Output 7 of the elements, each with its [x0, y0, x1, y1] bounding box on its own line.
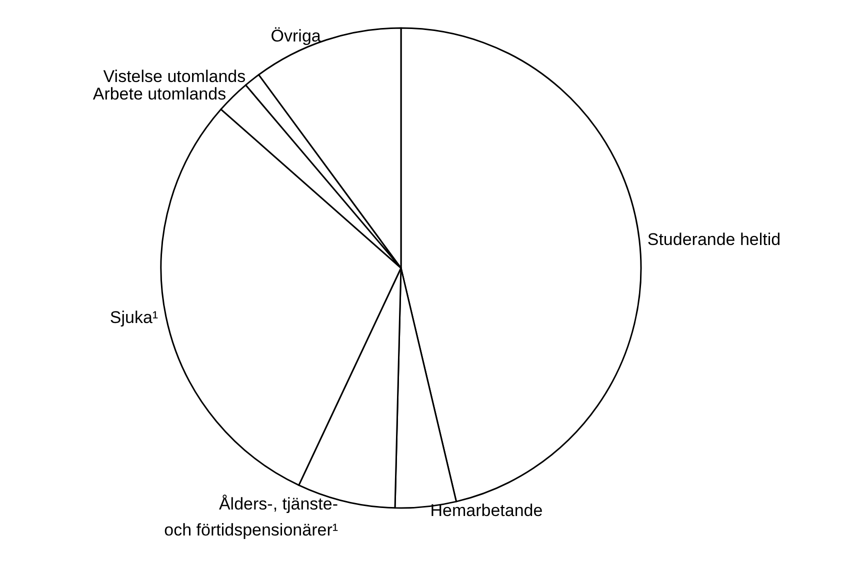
slice-label: Sjuka¹: [110, 308, 158, 327]
slice-label: Studerande heltid: [647, 230, 781, 250]
slice-label: Övriga: [270, 26, 322, 46]
slice-label: Vistelse utomlands: [103, 67, 246, 86]
slice-label: Hemarbetande: [430, 501, 543, 520]
slice-label: Ålders-, tjänste- och förtidspensionärer¹: [164, 494, 338, 540]
slice-label: Arbete utomlands: [92, 84, 226, 104]
